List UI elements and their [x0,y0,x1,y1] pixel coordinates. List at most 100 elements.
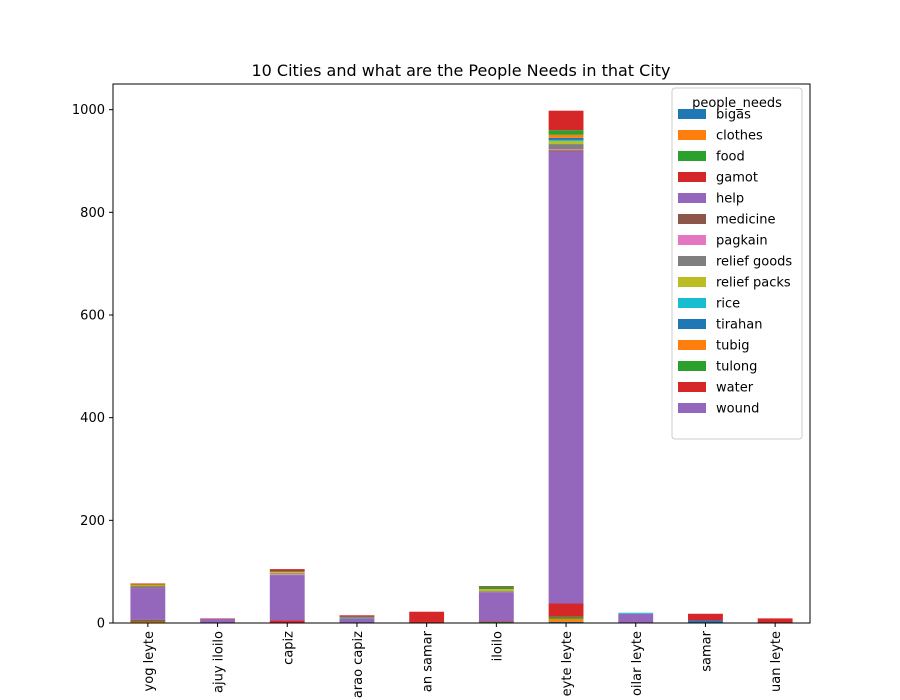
bar-segment-medicine [548,150,584,152]
bar-segment-gamot [548,603,584,617]
bar-segment-tubig [478,589,514,590]
bar-segment-pagkain [269,574,305,575]
bar-segment-water [130,583,166,584]
legend-label: tirahan [716,318,762,333]
bar-segment-help [339,618,375,623]
bar-segment-bigas [548,621,584,623]
y-tick-label: 400 [80,411,105,426]
bar-segment-water [200,618,235,619]
bar-segment-help [618,613,654,623]
legend-swatch [678,361,706,371]
legend-label: medicine [716,213,776,228]
y-tick-label: 0 [97,617,105,632]
bar-segment-water [757,618,793,623]
bar-segment-relief-packs [269,572,305,574]
legend-label: clothes [716,129,763,144]
legend-title: people_needs [692,96,782,111]
legend-swatch [678,298,706,308]
legend-swatch [678,151,706,161]
bar-segment-food [130,620,166,622]
bar-segment-tulong [130,583,166,585]
legend-label: wound [716,402,759,417]
legend-swatch [678,109,706,119]
legend-swatch [678,172,706,182]
bar-segment-tulong [478,586,514,590]
bar-segment-tirahan [548,137,584,140]
legend: people_needs bigas clothes food gamot help me… [671,87,803,440]
bar-segment-clothes [548,618,584,622]
x-tick-label: an samar [421,630,436,692]
bar-segment-tulong [548,130,584,135]
legend-label: tulong [716,360,757,375]
bar-segment-relief-goods [130,586,166,588]
bar-segment-water [339,615,375,617]
bar-segment-medicine [339,618,375,619]
bar-segment-rice [339,617,375,619]
legend-swatch [678,340,706,350]
legend-swatch [678,403,706,413]
x-tick-label: samar [699,630,714,671]
bar-segment-help [130,588,166,620]
bar-segment-help [269,575,305,621]
bar-segment-help [548,151,584,604]
legend-label: help [716,192,744,207]
y-tick-label: 200 [80,514,105,529]
bar-segment-food [548,616,584,619]
bar-segment-tulong [339,616,375,618]
bar-segment-relief-packs [130,585,166,587]
bar-segment-medicine [269,574,305,576]
legend-swatch [678,214,706,224]
bar-segment-medicine [130,587,166,589]
bar-segment-rice [548,139,584,141]
bar-segment-tulong [269,571,305,573]
legend-swatch [678,382,706,392]
x-tick-label: capiz [281,631,296,665]
bar-segment-relief-goods [478,591,514,593]
y-tick-label: 1000 [72,103,105,118]
bar-segment-water [548,110,584,131]
bar-segment-tirahan [688,620,723,623]
y-tick-label: 800 [80,206,105,221]
bar-segment-gamot [478,621,514,622]
bar-segment-tirahan [339,617,375,618]
bar-segment-relief-packs [548,140,584,145]
legend-label: rice [716,297,740,312]
bar-segment-relief-goods [548,144,584,150]
legend-label: bigas [716,108,751,123]
bar-segment-relief-goods [269,573,305,575]
bar-segment-water [478,586,514,587]
bar-segment-relief-packs [478,589,514,592]
bar-segment-tubig [548,134,584,138]
x-tick-label: uan leyte [769,631,784,692]
bar-segment-help [200,618,235,623]
bar-segment-gamot [409,621,445,623]
bar-segment-pagkain [548,149,584,151]
bar-segment-gamot [269,620,305,623]
legend-swatch [678,277,706,287]
x-tick-label: ajuy iloilo [212,631,227,693]
legend-label: relief packs [716,276,791,291]
chart-title: 10 Cities and what are the People Needs … [251,61,670,80]
x-tick-label: iloilo [490,631,505,661]
axes-frame [112,83,811,624]
bar-segment-tubig [269,572,305,573]
legend-swatch [678,130,706,140]
bar-segment-tubig [130,584,166,586]
legend-label: water [716,381,754,396]
x-tick-label: oilar leyte [630,631,645,696]
legend-label: gamot [716,171,758,186]
x-tick-label: arao capiz [351,631,366,698]
legend-label: pagkain [716,234,768,249]
bar-segment-food [478,621,514,623]
axes-group: 0 200 400 600 800 1000 yog leyte ajuy iloilo cap… [72,83,811,698]
legend-swatch [678,256,706,266]
legend-label: relief goods [716,255,792,270]
x-tick-label: yog leyte [142,631,157,691]
y-tick-label: 600 [80,309,105,324]
bar-segment-water [269,569,305,572]
legend-label: tubig [716,339,749,354]
bar-segment-rice [618,612,654,614]
bars-group [130,110,793,623]
bar-segment-gamot [130,619,166,621]
